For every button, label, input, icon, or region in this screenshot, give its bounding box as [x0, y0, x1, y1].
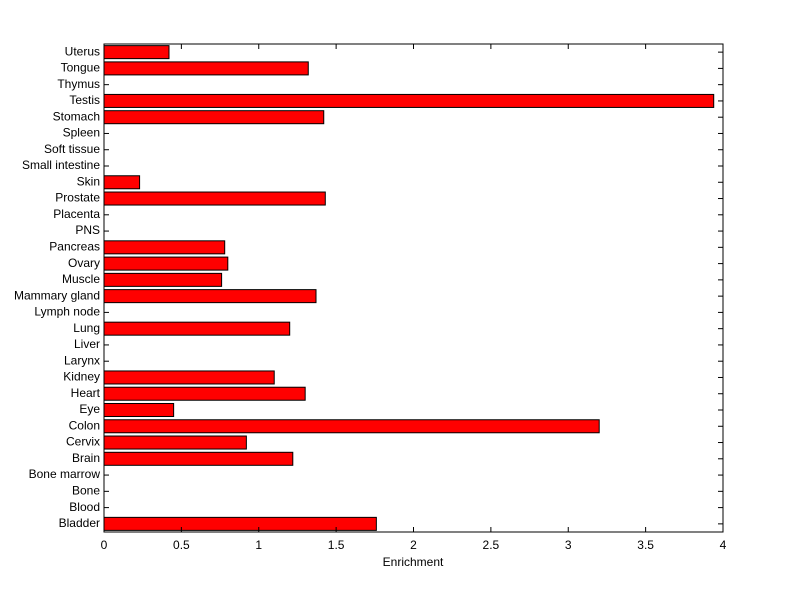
x-tick-label: 1 [255, 538, 262, 552]
x-tick-label: 3 [565, 538, 572, 552]
bar [103, 45, 170, 60]
y-tick-label: Tongue [61, 61, 101, 75]
y-tick-label: PNS [75, 223, 100, 237]
y-tick-label: Bladder [59, 516, 100, 530]
bar [103, 289, 317, 304]
y-tick-label: Testis [69, 93, 100, 107]
bar [103, 256, 229, 271]
axes-box [103, 43, 724, 533]
x-tick-label: 3.5 [637, 538, 654, 552]
y-tick-label: Spleen [63, 126, 100, 140]
bar [103, 93, 715, 108]
y-tick-label: Pancreas [49, 240, 100, 254]
bar [103, 321, 291, 336]
y-tick-label: Mammary gland [14, 288, 100, 302]
bar [103, 175, 141, 190]
bar [103, 370, 275, 385]
y-tick-label: Cervix [66, 435, 100, 449]
y-tick-label: Prostate [55, 191, 100, 205]
bar [103, 110, 325, 125]
bar [103, 516, 377, 531]
y-tick-label: Muscle [62, 272, 100, 286]
plot-area [104, 44, 723, 532]
y-tick-label: Colon [69, 418, 100, 432]
y-tick-label: Bone marrow [29, 467, 101, 481]
y-tick-label: Stomach [53, 109, 100, 123]
y-tick-label: Blood [69, 500, 100, 514]
y-tick-label: Heart [71, 386, 101, 400]
bar [103, 272, 223, 287]
bar [103, 61, 309, 76]
y-tick-label: Eye [79, 402, 100, 416]
y-tick-label: Kidney [63, 370, 100, 384]
x-tick-label: 2.5 [483, 538, 500, 552]
x-axis-label: Enrichment [383, 555, 444, 569]
y-tick-label: Liver [74, 337, 100, 351]
y-tick-label: Soft tissue [44, 142, 100, 156]
x-tick-label: 2 [410, 538, 417, 552]
y-tick-label: Brain [72, 451, 100, 465]
y-tick-label: Lung [73, 321, 100, 335]
bar [103, 402, 175, 418]
y-tick-label: Larynx [64, 353, 100, 367]
bar [103, 191, 326, 206]
bar [103, 419, 600, 434]
bar [103, 386, 306, 401]
y-tick-label: Placenta [53, 207, 100, 221]
bar [103, 451, 294, 466]
x-tick-label: 0 [101, 538, 108, 552]
y-tick-label: Thymus [57, 77, 100, 91]
x-tick-label: 4 [720, 538, 727, 552]
x-tick-label: 0.5 [173, 538, 190, 552]
y-tick-label: Bone [72, 484, 100, 498]
x-tick-label: 1.5 [328, 538, 345, 552]
y-tick-label: Lymph node [34, 305, 100, 319]
bar [103, 240, 226, 255]
y-tick-label: Small intestine [22, 158, 100, 172]
y-tick-label: Skin [77, 174, 100, 188]
y-tick-label: Ovary [68, 256, 100, 270]
y-tick-label: Uterus [65, 44, 100, 58]
bar [103, 435, 247, 450]
